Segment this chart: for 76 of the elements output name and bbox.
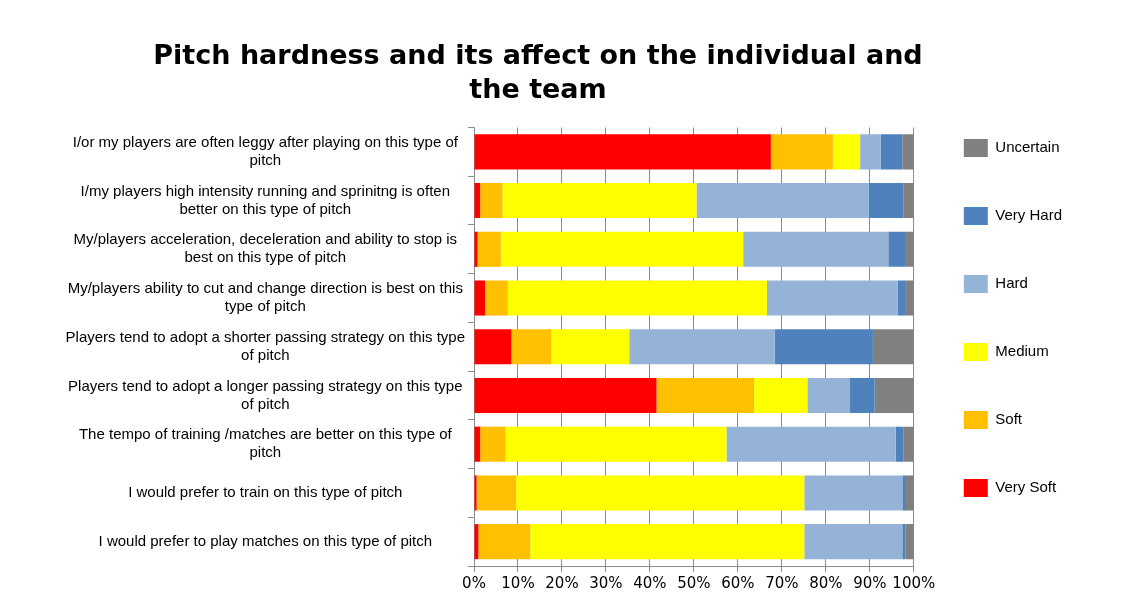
bar xyxy=(551,329,630,365)
x-tick-label: 80% xyxy=(809,573,843,592)
bar xyxy=(474,134,771,170)
bar xyxy=(516,475,805,511)
bar xyxy=(754,377,808,414)
bar xyxy=(474,475,477,511)
bar xyxy=(902,524,906,560)
bar xyxy=(500,231,744,267)
bar xyxy=(850,377,875,414)
bar xyxy=(474,231,478,267)
bar xyxy=(474,280,485,316)
bar xyxy=(868,183,904,219)
bar xyxy=(880,134,903,170)
bar xyxy=(774,329,873,365)
y-tick-label: Players tend to adopt a shorter passing strategy on this type of pitch xyxy=(65,327,465,363)
bar xyxy=(905,524,914,560)
y-tick-label: My/players ability to cut and change direction is best on this type of pitch xyxy=(67,279,463,315)
x-tick-label: 50% xyxy=(677,573,711,592)
bar xyxy=(743,231,889,267)
bar xyxy=(480,183,503,219)
x-tick-label: 60% xyxy=(721,573,755,592)
bar xyxy=(474,377,657,414)
bar xyxy=(804,524,903,560)
bar xyxy=(726,426,896,462)
x-tick-label: 0% xyxy=(462,573,486,592)
y-tick-label: My/players acceleration, deceleration and ability to stop is best on this type of pitch xyxy=(73,230,458,266)
y-tick-label: I would prefer to play matches on this type of pitch xyxy=(98,531,433,549)
bar xyxy=(485,280,508,316)
bar xyxy=(474,329,512,365)
bar xyxy=(902,475,906,511)
bar xyxy=(476,475,517,511)
bar xyxy=(874,377,914,414)
y-tick-label: I/my players high intensity running and sprinitng is often better on this type of pitch xyxy=(80,181,450,217)
y-tick-label: I would prefer to train on this type of pitch xyxy=(128,483,403,501)
bar xyxy=(511,329,552,365)
bar xyxy=(895,426,904,462)
bar xyxy=(905,280,914,316)
x-tick-label: 100% xyxy=(892,573,936,592)
bar xyxy=(629,329,775,365)
bar xyxy=(804,475,903,511)
legend-label: Hard xyxy=(995,274,1028,292)
bar xyxy=(832,134,861,170)
y-tick-label: The tempo of training /matches are better on this type of pitch xyxy=(78,425,453,461)
bar xyxy=(807,377,851,414)
bar xyxy=(656,377,755,414)
x-tick-label: 40% xyxy=(633,573,667,592)
bar xyxy=(478,524,531,560)
bar xyxy=(902,134,914,170)
legend-label: Uncertain xyxy=(995,138,1060,156)
bar xyxy=(505,426,727,462)
bar xyxy=(872,329,914,365)
legend-label: Medium xyxy=(995,342,1049,360)
y-tick-label: Players tend to adopt a longer passing strategy on this type of pitch xyxy=(68,376,463,412)
legend-label: Very Hard xyxy=(995,206,1063,224)
x-tick-label: 70% xyxy=(765,573,799,592)
bar xyxy=(905,231,914,267)
x-tick-label: 90% xyxy=(853,573,887,592)
bar xyxy=(905,475,914,511)
legend-label: Soft xyxy=(995,410,1023,428)
bar xyxy=(696,183,869,219)
bar xyxy=(888,231,906,267)
x-tick-label: 20% xyxy=(545,573,579,592)
y-tick-label: I/or my players are often leggy after playing on this type of pitch xyxy=(72,133,459,168)
bar xyxy=(860,134,881,170)
legend-label: Very Soft xyxy=(995,478,1057,496)
bar xyxy=(770,134,833,170)
bar xyxy=(766,280,898,316)
bar xyxy=(477,231,501,267)
x-tick-label: 10% xyxy=(501,573,535,592)
bar xyxy=(897,280,906,316)
x-tick-label: 30% xyxy=(589,573,623,592)
bar xyxy=(480,426,506,462)
bar xyxy=(502,183,697,219)
chart-title: Pitch hardness and its affect on the individual and the team xyxy=(153,38,923,104)
bar xyxy=(507,280,767,316)
bar xyxy=(530,524,805,560)
